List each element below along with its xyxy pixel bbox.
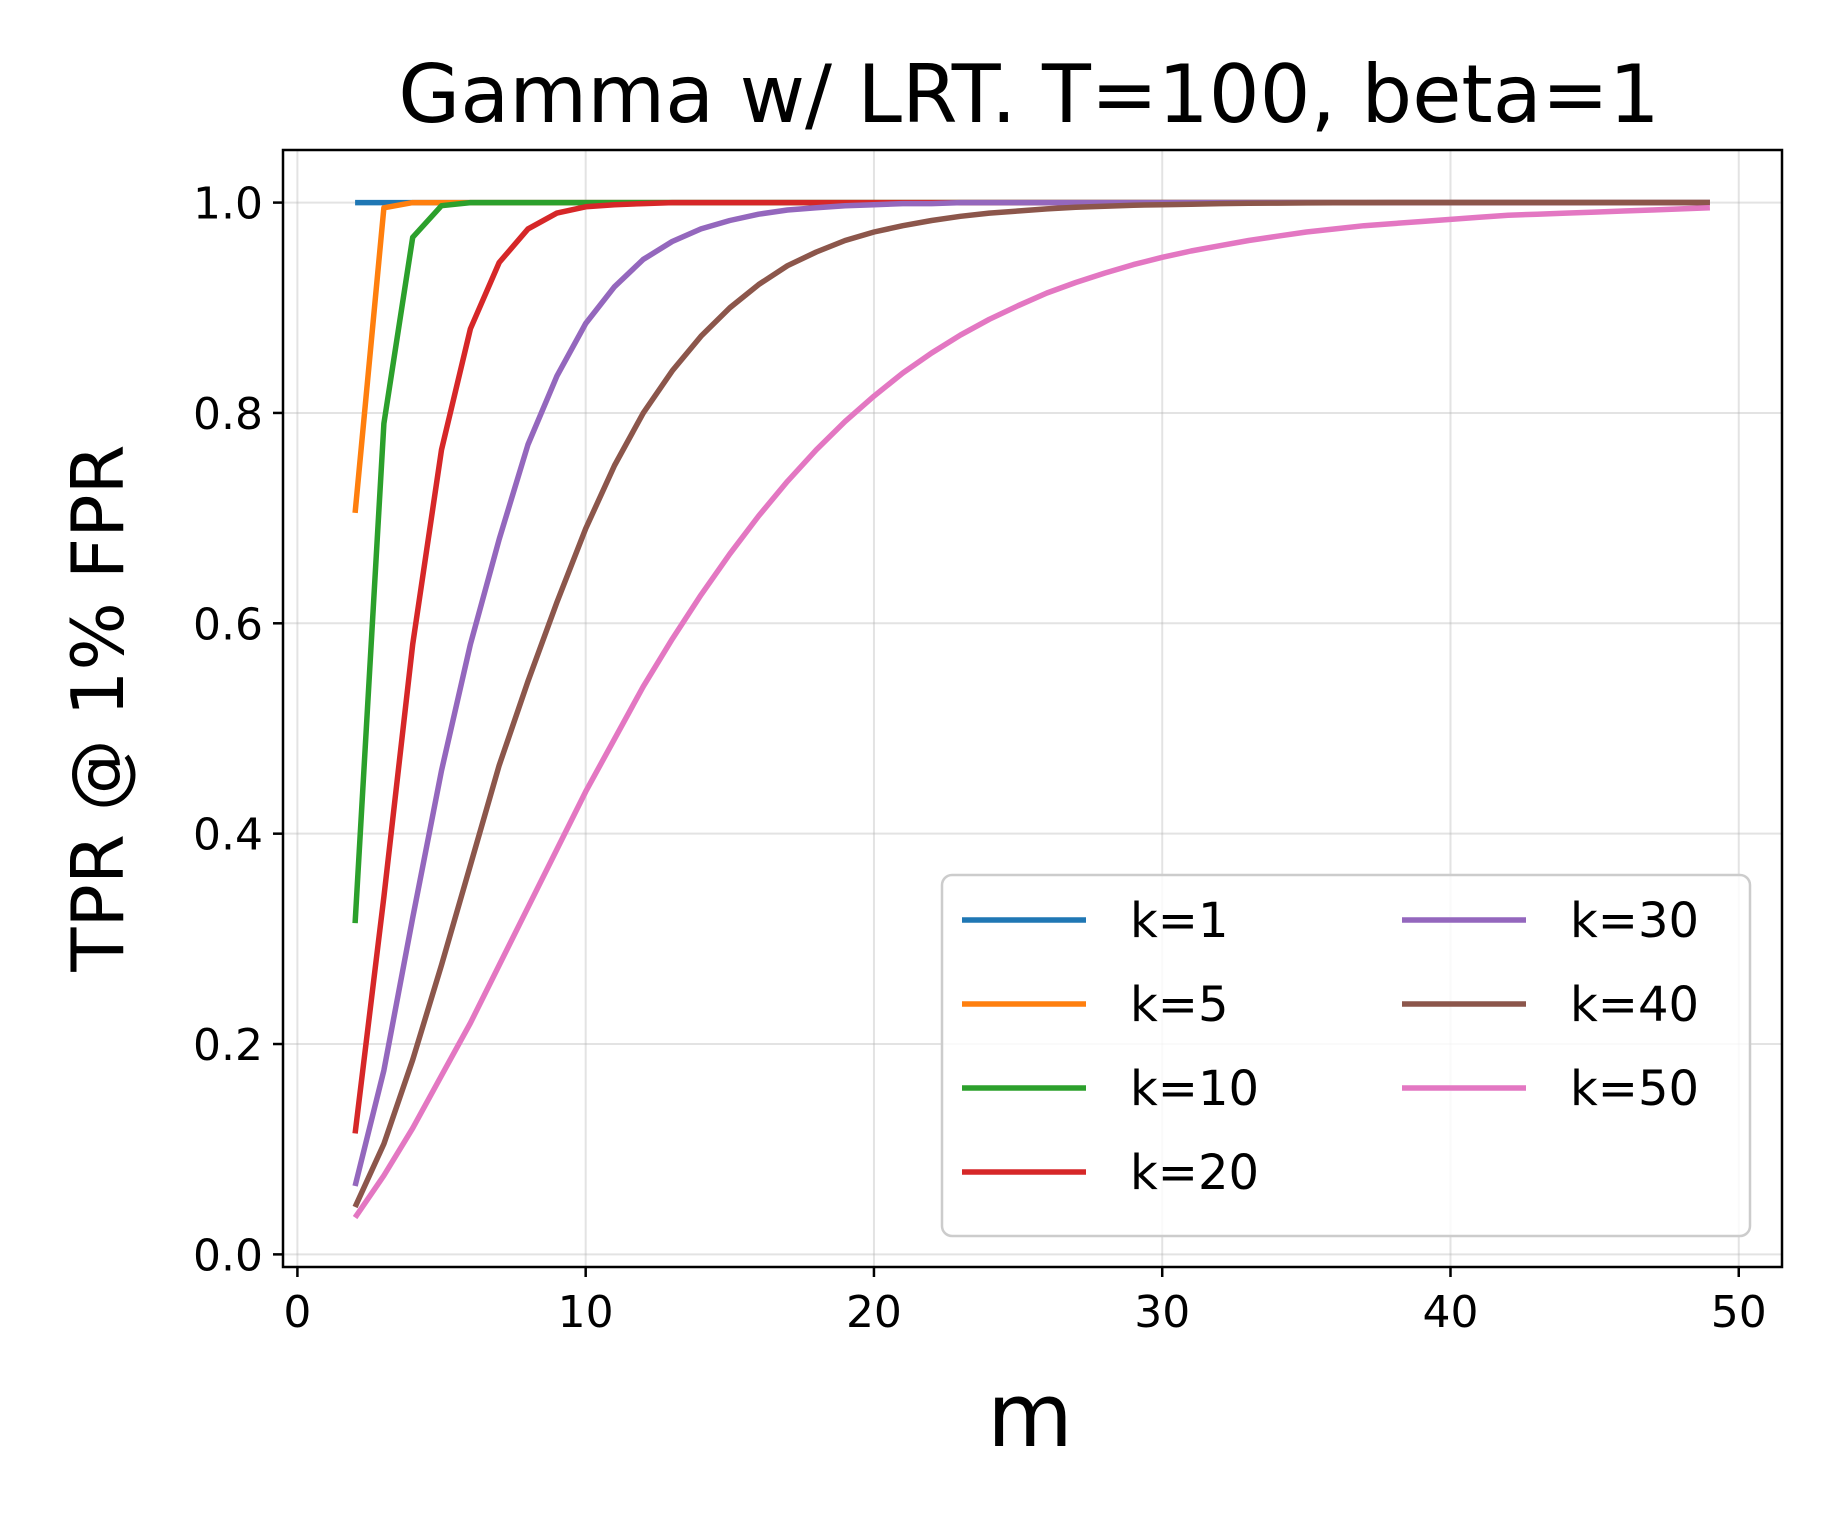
plot-frame <box>281 148 1784 1269</box>
legend-label-k10: k=10 <box>1130 1061 1259 1117</box>
y-tick-label: 0.6 <box>193 599 263 650</box>
x-tick-label: 40 <box>1422 1287 1478 1338</box>
x-tick-label: 20 <box>846 1287 902 1338</box>
legend-frame <box>940 873 1752 1238</box>
x-tick-label: 50 <box>1711 1287 1767 1338</box>
y-tick-label: 0.0 <box>193 1230 263 1281</box>
y-tick-label: 1.0 <box>193 179 263 230</box>
x-tick-label: 10 <box>558 1287 614 1338</box>
y-axis-label: TPR @ 1% FPR <box>56 444 140 972</box>
x-axis-label: m <box>987 1364 1073 1467</box>
legend-label-k30: k=30 <box>1570 893 1699 949</box>
x-tick-label: 0 <box>283 1287 311 1338</box>
y-tick-label: 0.2 <box>193 1020 263 1071</box>
legend-label-k20: k=20 <box>1130 1145 1259 1201</box>
y-tick-label: 0.8 <box>193 389 263 440</box>
series-line-k50 <box>352 205 1711 1220</box>
legend: k=1 k=5 k=10 k=20 k=30 k=40 k=50 <box>940 873 1752 1238</box>
ticks: 0 10 20 30 40 50 0.0 0.2 0.4 0.6 0.8 1.0 <box>193 179 1767 1338</box>
x-tick-label: 30 <box>1134 1287 1190 1338</box>
series-line-k40 <box>352 199 1710 1209</box>
legend-label-k50: k=50 <box>1570 1061 1699 1117</box>
chart-title: Gamma w/ LRT. T=100, beta=1 <box>398 48 1659 141</box>
legend-label-k1: k=1 <box>1130 893 1229 949</box>
legend-label-k5: k=5 <box>1130 977 1229 1033</box>
series-lines <box>352 199 1711 1220</box>
legend-label-k40: k=40 <box>1570 977 1699 1033</box>
y-tick-label: 0.4 <box>193 810 263 861</box>
